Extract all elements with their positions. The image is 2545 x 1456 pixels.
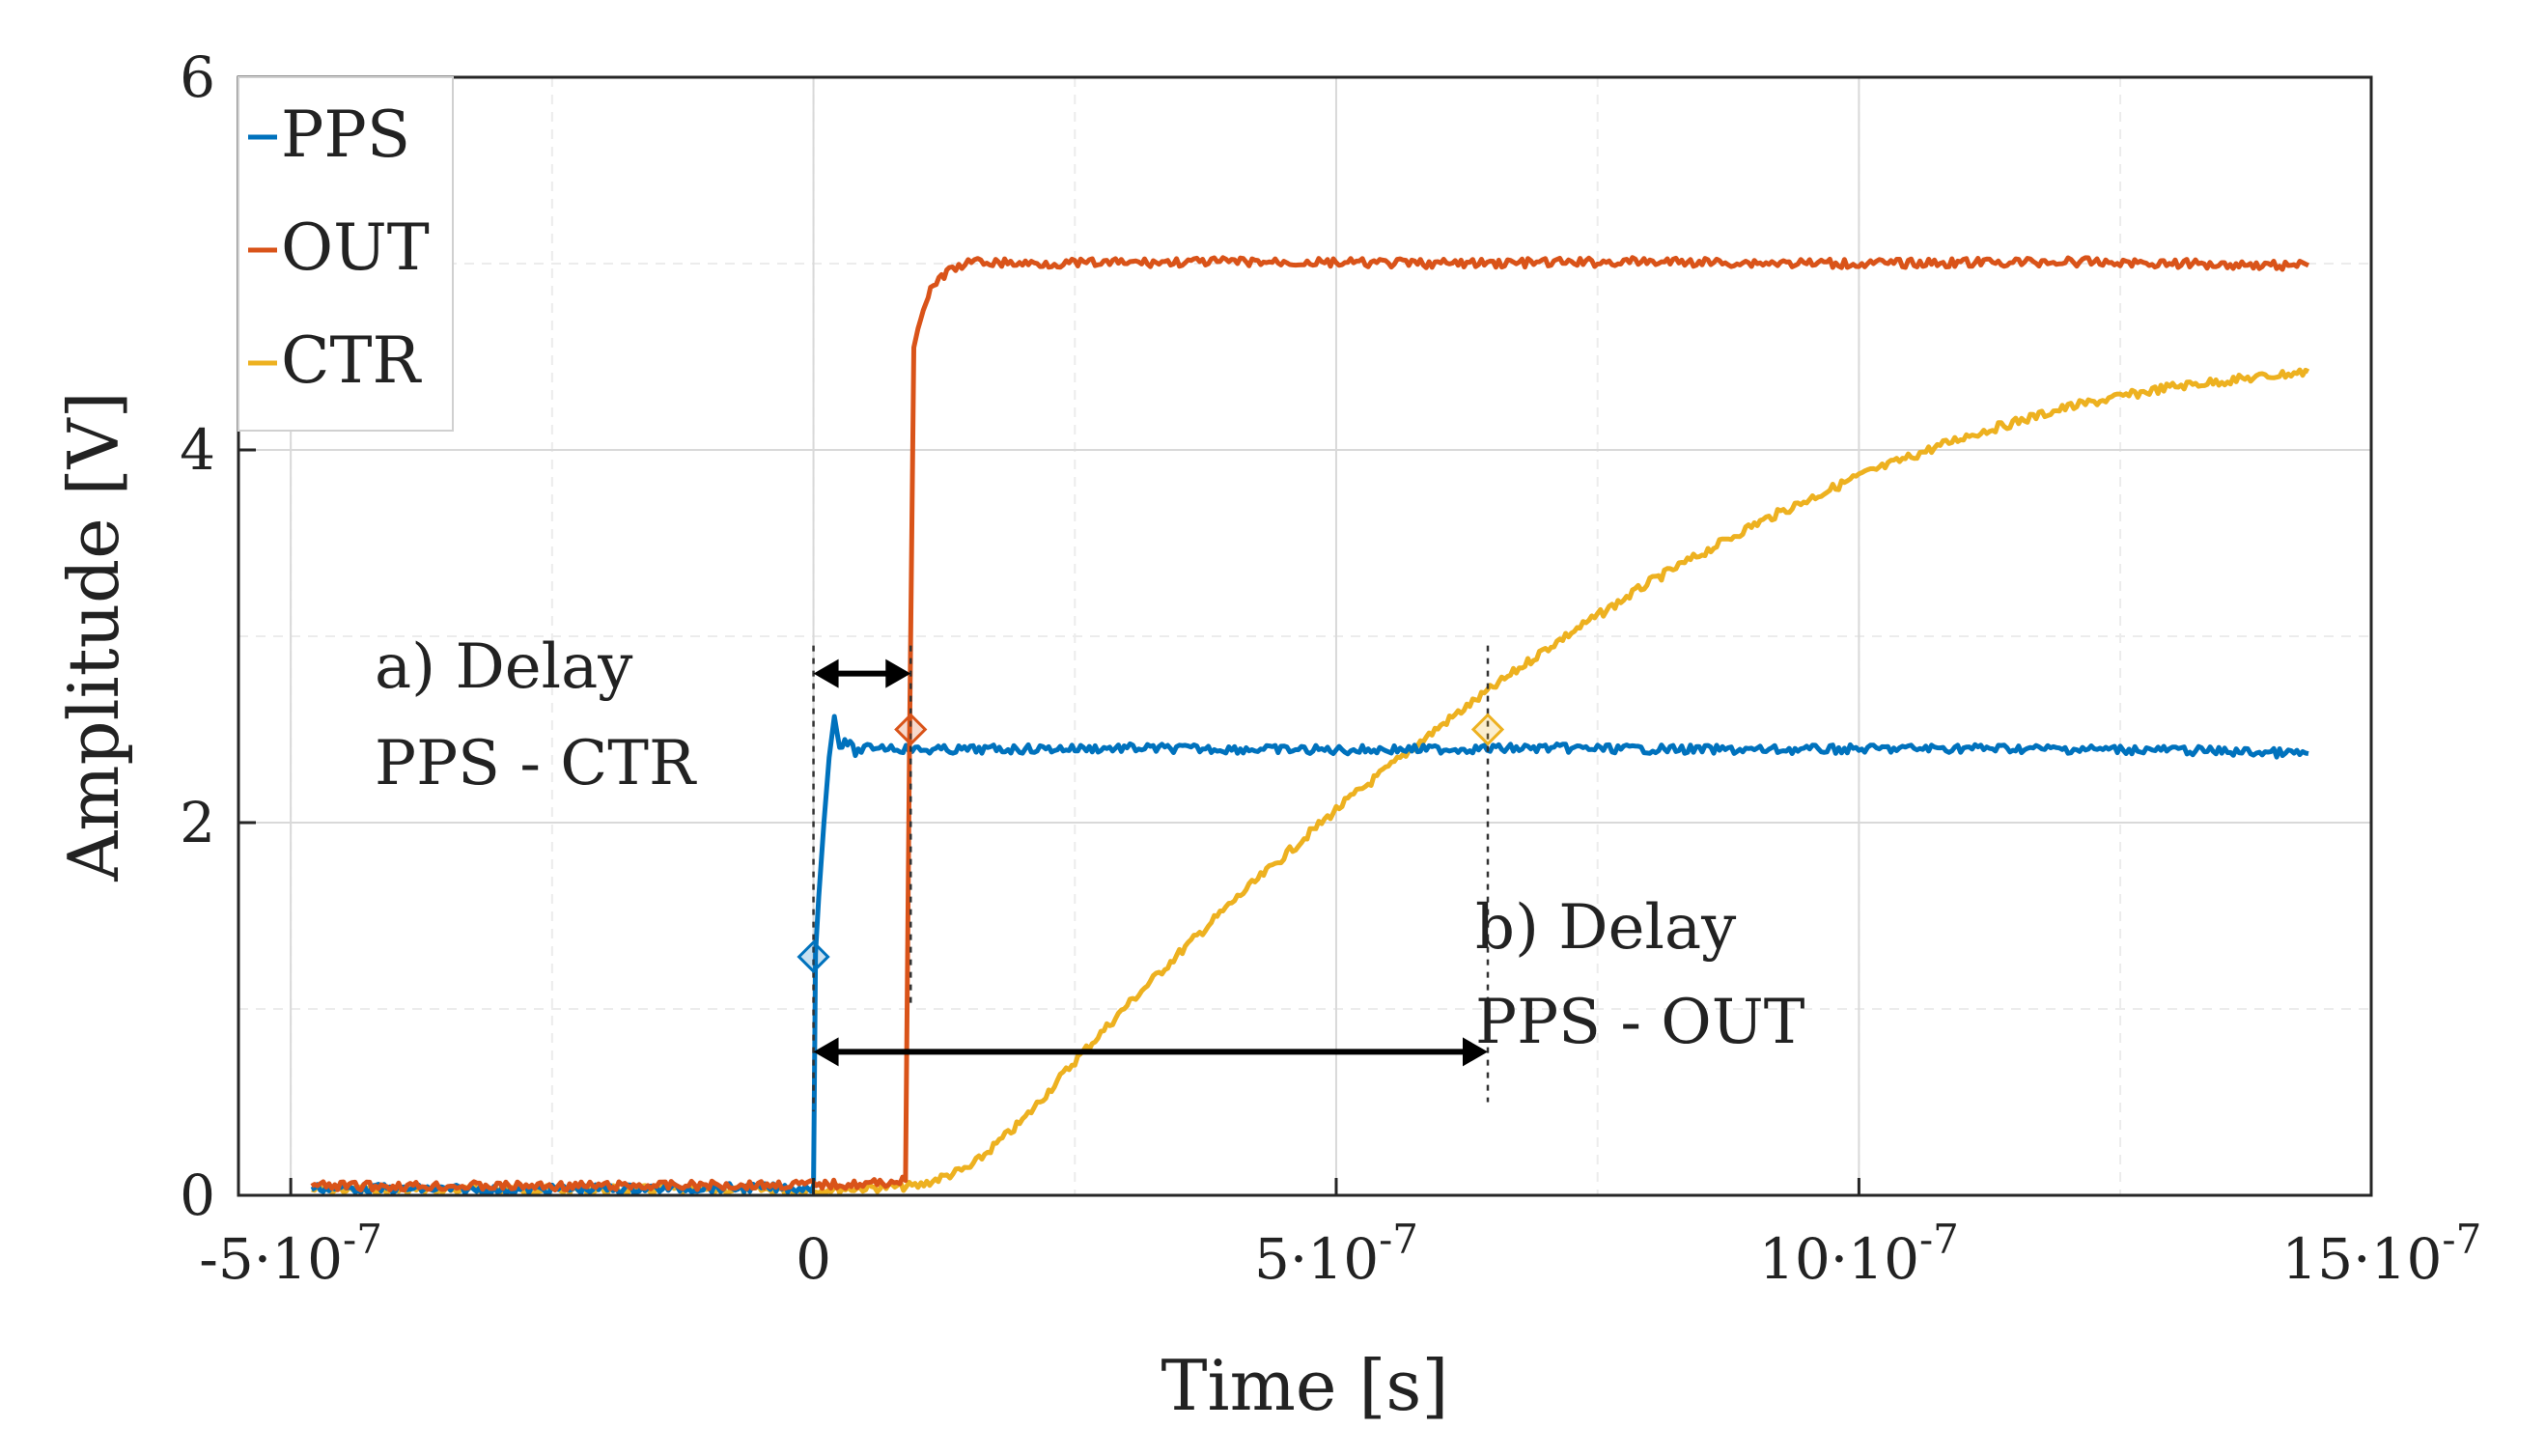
plot-frame xyxy=(237,75,2373,1197)
markers xyxy=(797,713,1505,974)
x-tick-label: 10·10-7 xyxy=(1759,1216,1959,1292)
annotation-b: b) Delay PPS - OUT xyxy=(1475,892,1805,1058)
delay-arrows xyxy=(813,658,1488,1067)
x-tick-labels: -5·10-7 0 5·10-7 10·10-7 15·10-7 xyxy=(199,1216,2481,1292)
series-layer xyxy=(310,255,2310,1197)
arrow-a-head-right xyxy=(885,658,911,688)
annotation-b-line2: PPS - OUT xyxy=(1475,987,1805,1058)
legend-label-out: OUT xyxy=(281,210,430,285)
y-axis-label: Amplitude [V] xyxy=(53,391,134,882)
y-tick-labels: 0 2 4 6 xyxy=(180,44,215,1228)
y-tick-label: 4 xyxy=(180,417,215,483)
y-tick-label: 2 xyxy=(180,790,215,855)
legend-label-pps: PPS xyxy=(281,98,410,172)
x-axis-label: Time [s] xyxy=(1161,1345,1449,1426)
marker-pps xyxy=(797,939,830,974)
series-line-out xyxy=(310,255,2310,1193)
arrow-b-head-right xyxy=(1462,1037,1488,1067)
x-tick-label: 15·10-7 xyxy=(2281,1216,2481,1292)
y-tick-label: 6 xyxy=(180,44,215,110)
annotation-a-line2: PPS - CTR xyxy=(375,728,697,799)
annotation-a: a) Delay PPS - CTR xyxy=(375,631,697,799)
x-tick-label: 0 xyxy=(796,1226,831,1292)
legend-label-ctr: CTR xyxy=(281,323,423,398)
legend: PPS OUT CTR xyxy=(238,76,454,432)
y-tick-label: 0 xyxy=(180,1162,215,1228)
annotation-b-line1: b) Delay xyxy=(1475,892,1736,964)
arrow-a-head-left xyxy=(813,658,839,688)
marker-out xyxy=(894,713,928,746)
marker-ctr xyxy=(1470,713,1505,746)
x-tick-label: 5·10-7 xyxy=(1254,1216,1418,1292)
annotation-a-line1: a) Delay xyxy=(375,631,632,703)
annotation-guides xyxy=(812,645,1490,1112)
x-tick-label: -5·10-7 xyxy=(199,1216,382,1292)
arrow-b-head-left xyxy=(813,1037,839,1067)
